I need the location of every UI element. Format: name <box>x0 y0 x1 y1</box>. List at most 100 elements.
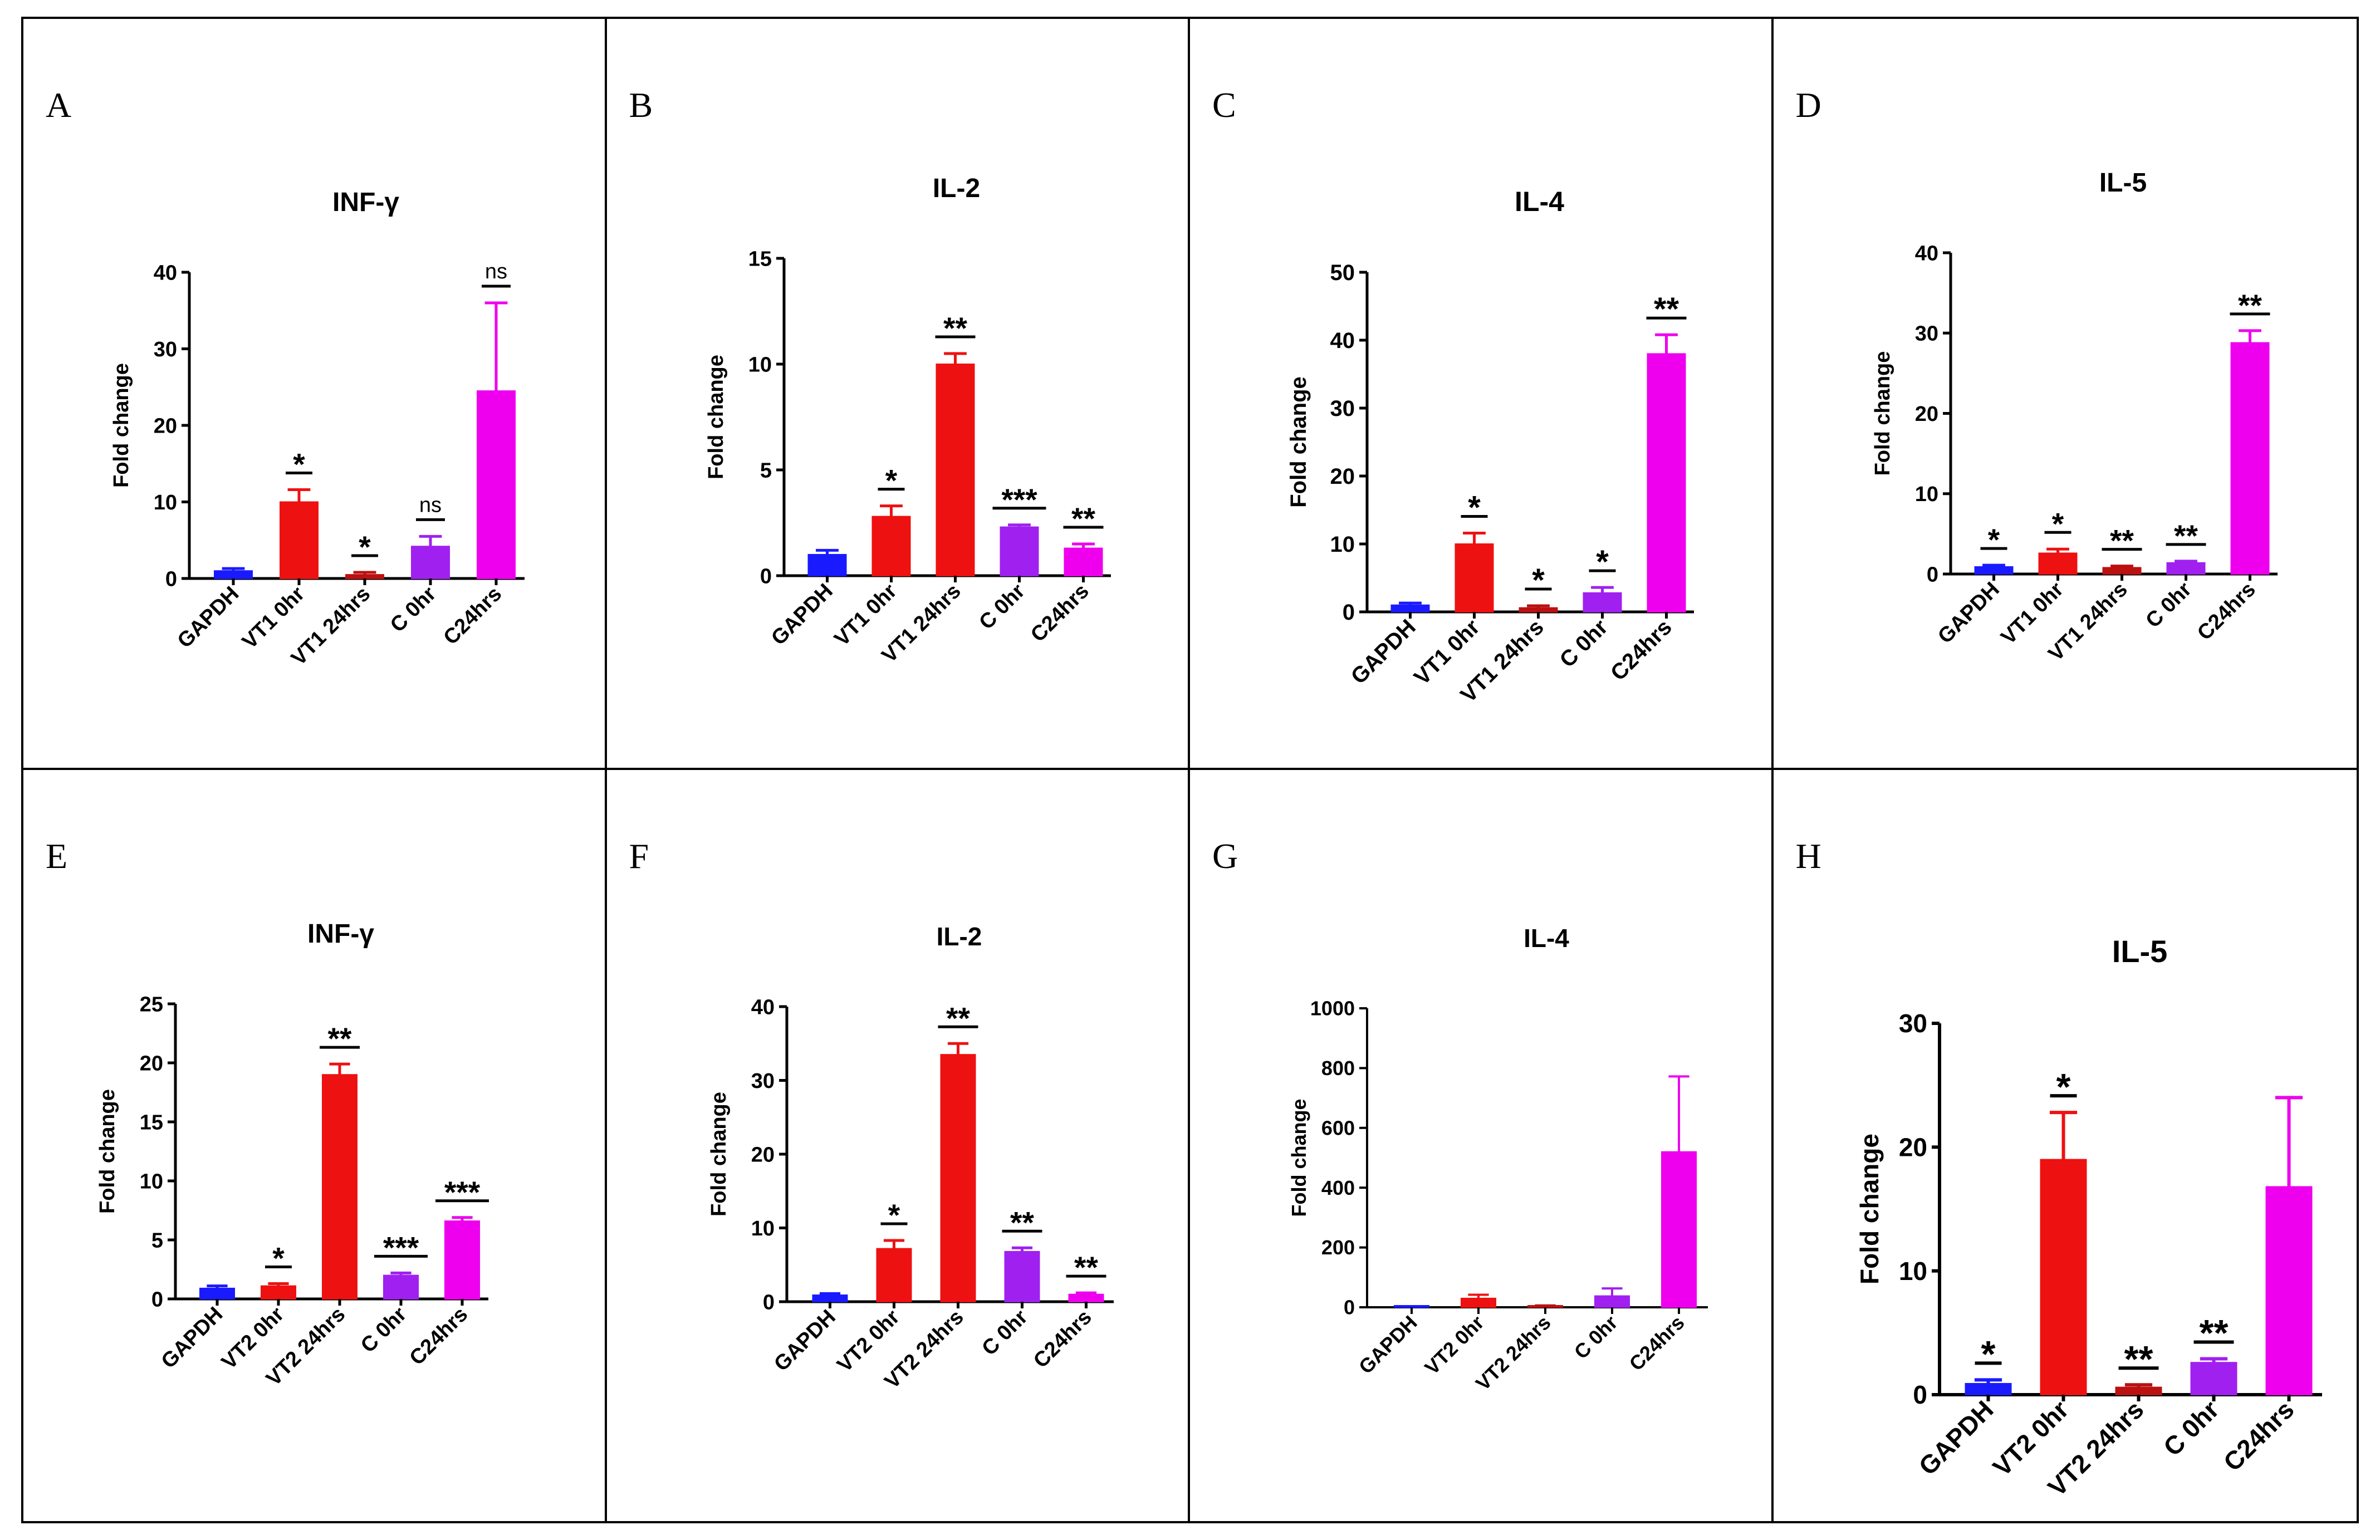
y-tick-label: 20 <box>751 1143 774 1166</box>
y-tick-label: 20 <box>154 414 177 438</box>
y-tick-label: 10 <box>748 353 771 376</box>
x-tick-label: C 0hr <box>356 1303 412 1358</box>
bar-1 <box>1965 1382 2011 1395</box>
y-tick-label: 600 <box>1321 1116 1355 1139</box>
bar-5 <box>444 1220 480 1300</box>
y-tick-label: 0 <box>760 565 771 588</box>
bar-1 <box>1974 566 2013 575</box>
bar-2 <box>280 501 319 579</box>
bar-1 <box>812 1294 848 1303</box>
y-tick-label: 10 <box>1914 483 1938 506</box>
bar-4 <box>2190 1362 2237 1396</box>
bar-2 <box>1455 543 1494 612</box>
y-axis-label: Fold change <box>1287 1098 1310 1217</box>
panel-b: B IL-2 Fold change 0 5 10 15 GAPDH VT1 0hr * VT1 … <box>606 19 1190 770</box>
significance-label: * <box>1468 489 1481 526</box>
panel-label-a: A <box>46 85 72 125</box>
significance-label: * <box>2051 506 2064 541</box>
y-tick-label: 200 <box>1321 1236 1355 1259</box>
x-tick-label: C 0hr <box>1570 1311 1622 1364</box>
panel-label-e: E <box>46 836 68 876</box>
bar-4 <box>2166 562 2205 575</box>
bar-1 <box>807 554 846 576</box>
significance-label: * <box>1532 562 1545 599</box>
y-tick-label: 30 <box>1898 1009 1927 1038</box>
significance-label: *** <box>1001 482 1037 517</box>
y-tick-label: 20 <box>1330 464 1355 489</box>
y-tick-label: 10 <box>751 1217 774 1240</box>
y-tick-label: 30 <box>1330 396 1355 421</box>
y-axis-label: Fold change <box>96 1089 119 1214</box>
panel-label-c: C <box>1212 85 1236 125</box>
bar-3 <box>2102 567 2141 575</box>
panel-c: C IL-4 Fold change 0 10 20 30 40 50 GAPDH VT1 0hr… <box>1190 19 1774 770</box>
panel-label-d: D <box>1795 85 1821 125</box>
y-tick-label: 0 <box>1344 1296 1355 1319</box>
bar-2 <box>2040 1159 2087 1395</box>
bar-5 <box>477 390 516 579</box>
y-tick-label: 20 <box>140 1052 163 1075</box>
x-tick-label: VT2 0hr <box>1420 1311 1488 1379</box>
y-tick-label: 1000 <box>1310 997 1355 1020</box>
x-tick-label: C24hrs <box>2217 1395 2299 1477</box>
bar-5 <box>2230 342 2269 575</box>
bar-5 <box>2265 1186 2312 1395</box>
x-tick-label: C 0hr <box>974 580 1030 635</box>
significance-label: ns <box>419 493 442 517</box>
significance-label: * <box>1981 1334 1995 1375</box>
bar-4 <box>411 546 450 579</box>
panel-e: E INF-γ Fold change 0 5 10 15 20 25 GAPDH VT2 0hr… <box>23 770 607 1521</box>
x-tick-label: C24hrs <box>1606 615 1677 685</box>
x-tick-label: C 0hr <box>1555 615 1612 672</box>
y-tick-label: 10 <box>1330 532 1355 557</box>
x-tick-label: C 0hr <box>2141 578 2196 633</box>
y-tick-label: 30 <box>154 338 177 361</box>
x-tick-label: GAPDH <box>1354 1311 1422 1379</box>
bar-4 <box>1594 1295 1630 1308</box>
chart-title: IL-5 <box>2099 168 2146 198</box>
y-tick-label: 10 <box>154 491 177 514</box>
y-tick-label: 400 <box>1321 1176 1355 1199</box>
y-tick-label: 5 <box>151 1229 163 1252</box>
significance-label: * <box>1596 544 1609 580</box>
x-tick-label: GAPDH <box>157 1303 228 1374</box>
y-tick-label: 20 <box>1914 403 1938 426</box>
y-tick-label: 10 <box>1898 1257 1927 1286</box>
bar-4 <box>1004 1250 1040 1303</box>
chart-title: IL-5 <box>2112 934 2167 969</box>
y-tick-label: 0 <box>1926 563 1938 586</box>
bar-3 <box>936 364 974 576</box>
y-tick-label: 15 <box>748 247 771 271</box>
y-tick-label: 40 <box>751 995 774 1019</box>
panel-label-f: F <box>629 836 649 876</box>
bar-2 <box>261 1285 296 1299</box>
y-tick-label: 10 <box>140 1170 163 1193</box>
y-tick-label: 40 <box>154 261 177 285</box>
bar-5 <box>1068 1293 1104 1302</box>
chart-title: IL-2 <box>936 922 982 951</box>
x-tick-label: GAPDH <box>767 580 838 650</box>
significance-label: ** <box>2199 1313 2228 1354</box>
bar-4 <box>383 1274 419 1299</box>
bar-5 <box>1661 1151 1697 1308</box>
y-axis-label: Fold change <box>110 363 133 488</box>
y-axis-label: Fold change <box>1855 1134 1884 1284</box>
y-tick-label: 0 <box>1343 600 1355 625</box>
y-tick-label: 30 <box>751 1070 774 1093</box>
significance-label: * <box>2056 1067 2070 1108</box>
x-tick-label: C24hrs <box>439 582 507 650</box>
x-tick-label: C 0hr <box>2157 1395 2224 1461</box>
x-tick-label: C 0hr <box>386 582 441 637</box>
x-tick-label: C 0hr <box>977 1306 1032 1361</box>
bar-3 <box>345 574 384 579</box>
x-tick-label: GAPDH <box>173 582 244 653</box>
significance-label: ns <box>485 260 507 283</box>
significance-label: ** <box>328 1021 352 1056</box>
panel-g: G IL-4 Fold change 0 200 400 600 800 1000 GAPDH V… <box>1190 770 1774 1521</box>
significance-label: *** <box>383 1230 419 1264</box>
bar-3 <box>1519 607 1558 613</box>
